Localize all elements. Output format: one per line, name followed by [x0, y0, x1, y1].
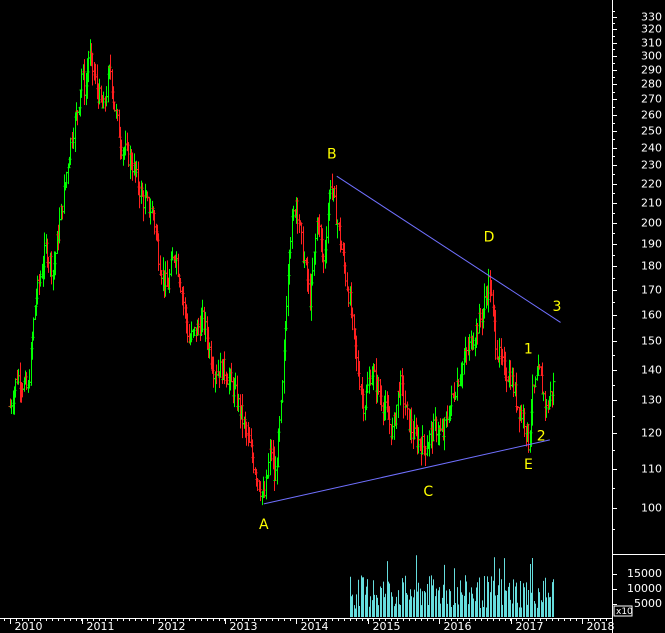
x-tick-label: 2017	[516, 620, 544, 633]
wave-label-1: 1	[524, 341, 533, 357]
y-tick-label: 230	[641, 159, 662, 172]
x-tick-label: 2014	[301, 620, 329, 633]
y-tick-label: 100	[641, 502, 662, 515]
wave-label-b: B	[327, 147, 337, 163]
trendline-lower	[263, 439, 550, 505]
x-axis: 2010 2011 2012 2013 2014 2015 2016 2017 2018	[0, 618, 615, 633]
y-tick-label: 320	[641, 23, 662, 36]
volume-multiplier-label: x10	[616, 607, 633, 617]
y-tick-label: 170	[641, 284, 662, 297]
y-tick-label: 130	[641, 394, 662, 407]
y-tick-label: 260	[641, 109, 662, 122]
wave-label-a: A	[259, 517, 269, 533]
y-tick-label: 120	[641, 427, 662, 440]
volume-tick-label: 15000	[627, 567, 662, 580]
wave-label-2: 2	[537, 428, 546, 444]
volume-tick-label: 10000	[627, 582, 662, 595]
wave-label-d: D	[484, 229, 495, 245]
y-tick-label: 300	[641, 50, 662, 63]
x-tick-label: 2015	[373, 620, 401, 633]
trend-lines	[263, 175, 561, 505]
y-tick-label: 140	[641, 364, 662, 377]
x-tick-label: 2018	[587, 620, 615, 633]
y-tick-label: 160	[641, 309, 662, 322]
wave-label-e: E	[524, 457, 533, 473]
price-bars	[8, 39, 556, 506]
y-tick-label: 250	[641, 125, 662, 138]
y-tick-label: 110	[641, 463, 662, 476]
volume-panel	[350, 555, 554, 617]
x-tick-label: 2011	[87, 620, 115, 633]
wave-label-c: C	[423, 484, 433, 500]
x-tick-label: 2013	[230, 620, 258, 633]
wave-labels: A B C D 3 1 2E	[259, 147, 561, 533]
y-tick-label: 150	[641, 335, 662, 348]
y-axis: 100 110 120 130 140 150 160 170 180 190 200 210 220 2…	[612, 0, 662, 633]
trendline-upper	[336, 175, 561, 323]
y-tick-label: 310	[641, 37, 662, 50]
y-tick-label: 330	[641, 11, 662, 24]
y-tick-label: 210	[641, 197, 662, 210]
y-tick-label: 220	[641, 178, 662, 191]
y-tick-label: 240	[641, 142, 662, 155]
x-tick-label: 2016	[444, 620, 472, 633]
y-tick-label: 280	[641, 78, 662, 91]
y-tick-label: 200	[641, 217, 662, 230]
y-tick-label: 190	[641, 238, 662, 251]
wave-label-3: 3	[553, 299, 562, 315]
volume-multiplier-box	[613, 605, 633, 617]
price-bar	[551, 372, 556, 406]
y-tick-label: 270	[641, 93, 662, 106]
x-tick-label: 2012	[158, 620, 186, 633]
x-tick-label: 2010	[15, 620, 43, 633]
volume-tick-label: 5000	[634, 597, 662, 610]
y-tick-label: 290	[641, 64, 662, 77]
y-tick-label: 180	[641, 260, 662, 273]
